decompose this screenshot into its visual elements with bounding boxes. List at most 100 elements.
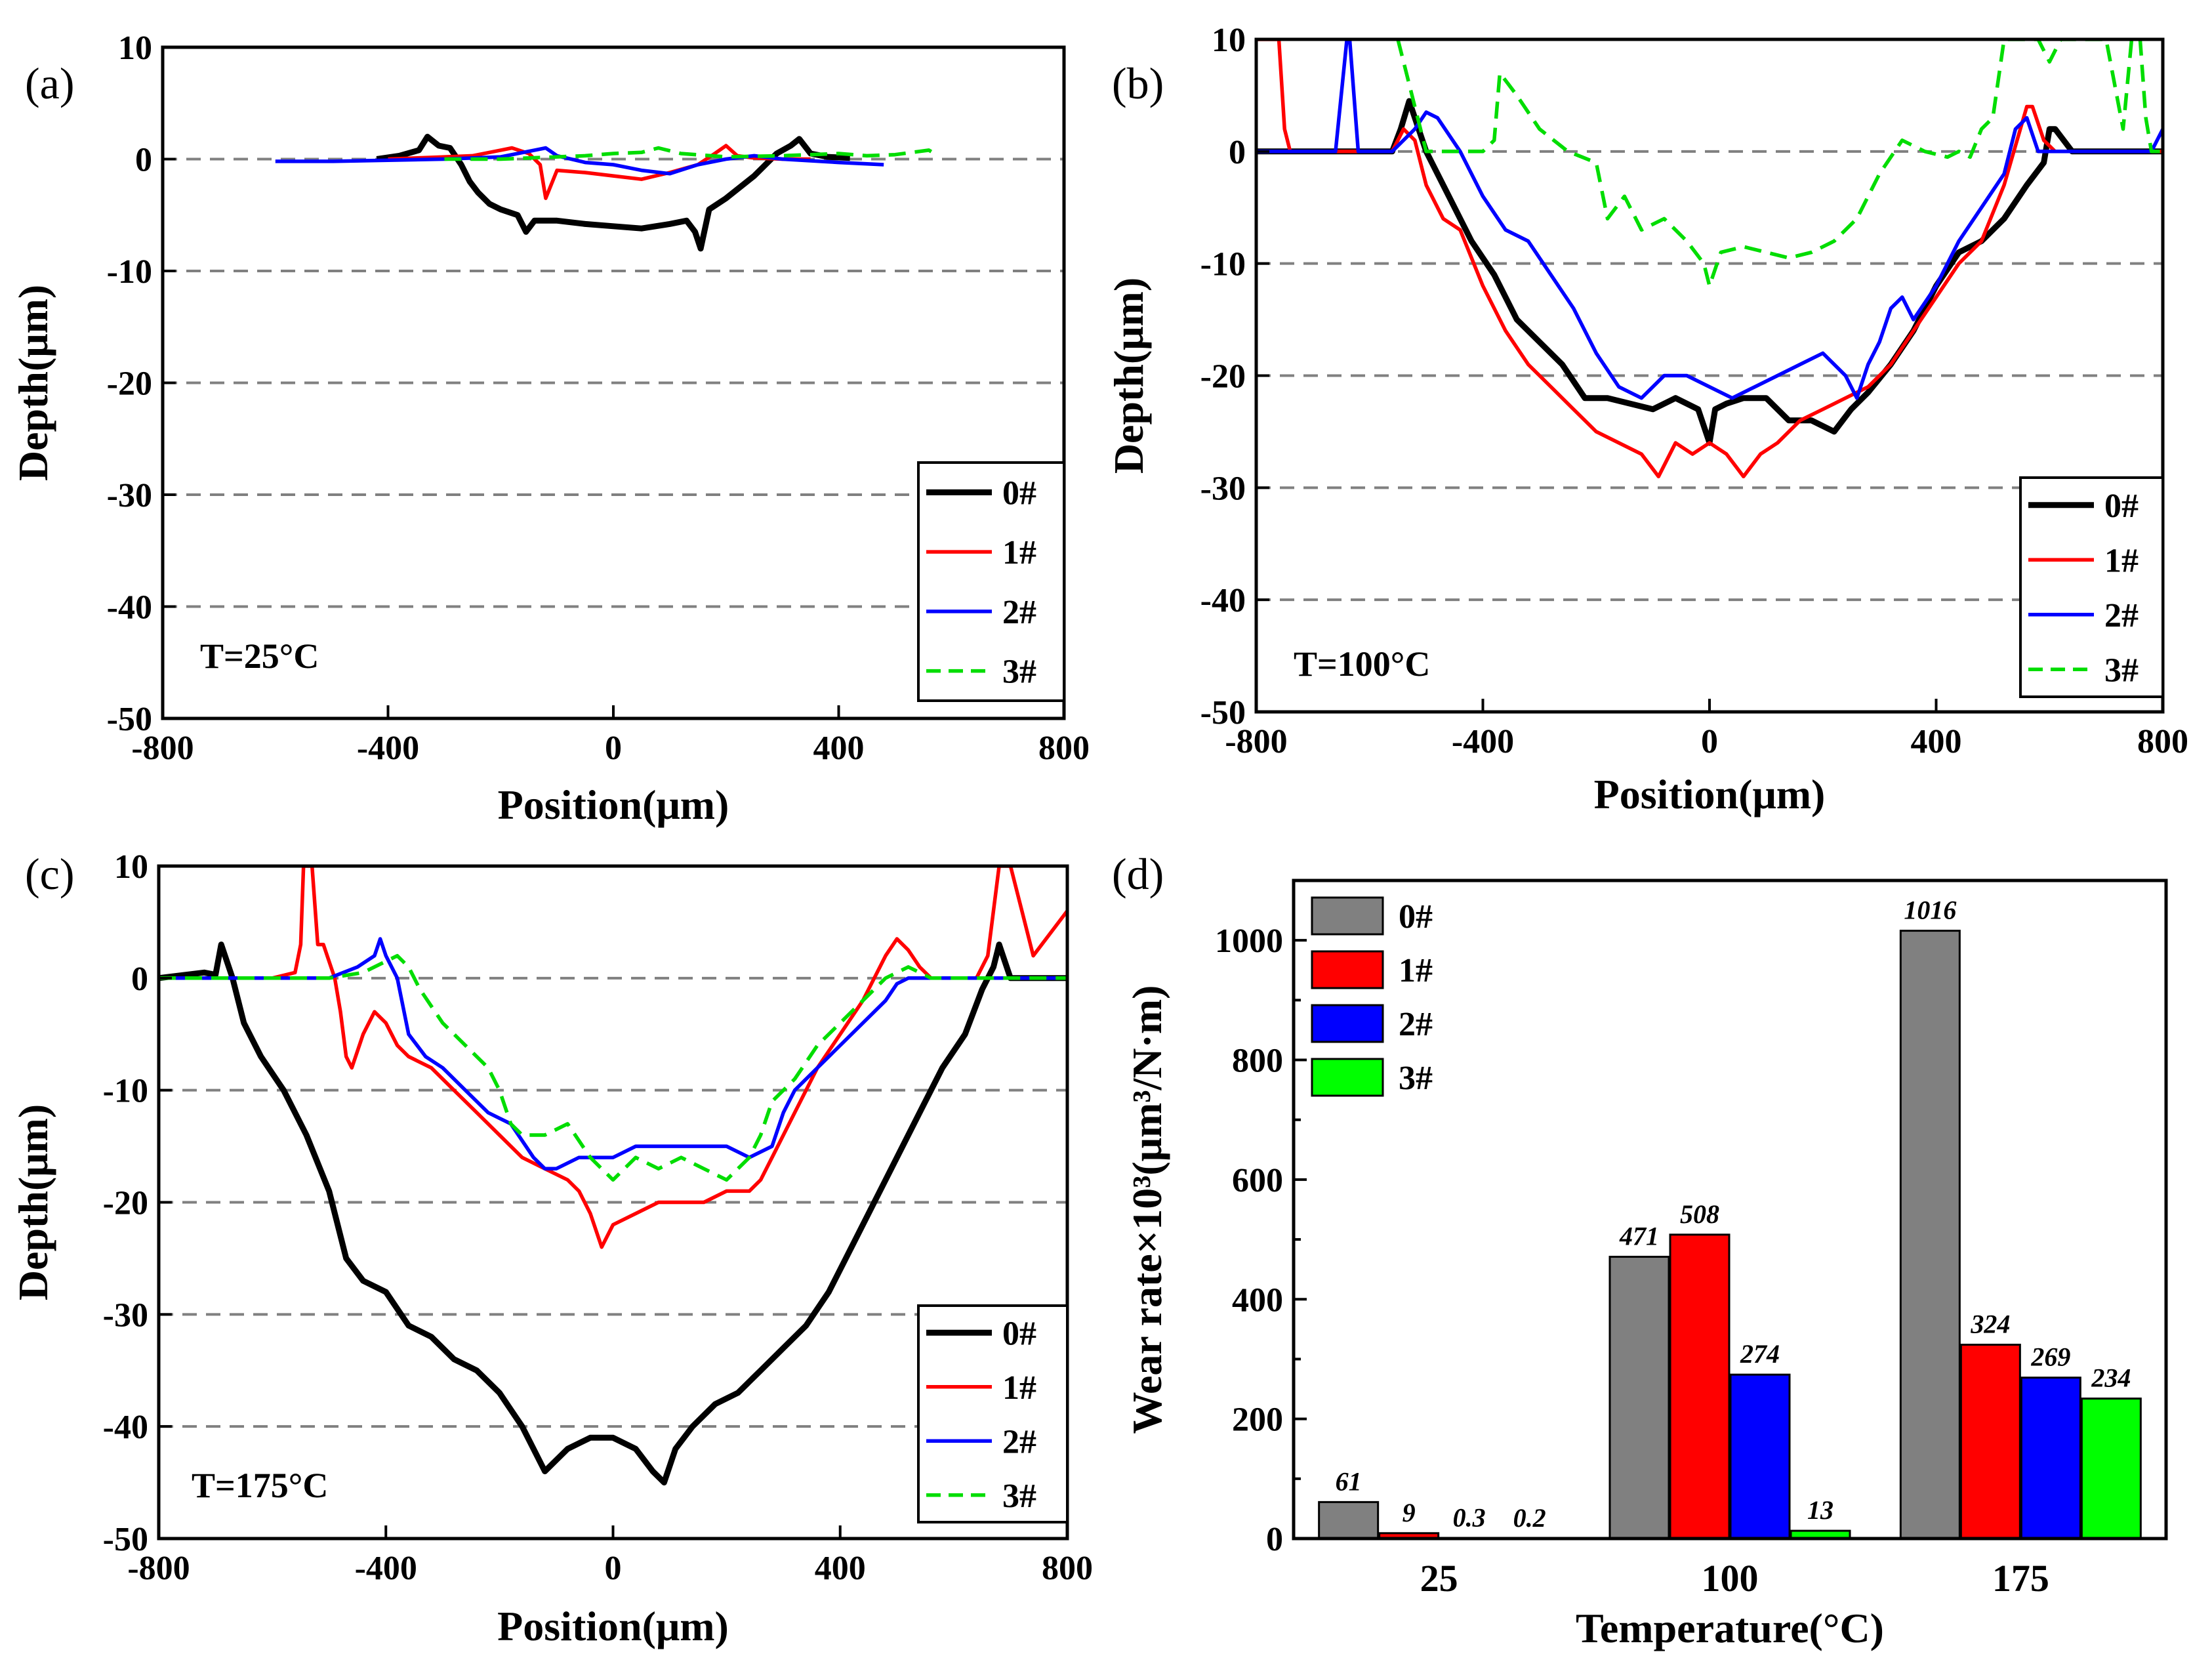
x-tick-label: 25 xyxy=(1420,1557,1458,1600)
x-axis-label: Temperature(°C) xyxy=(1576,1605,1884,1651)
bar-1-175 xyxy=(1959,1344,2021,1540)
x-tick-label: 0 xyxy=(605,730,622,767)
y-tick-label: 0 xyxy=(1229,134,1246,171)
legend-label: 2# xyxy=(1399,1006,1433,1043)
x-tick-label: 100 xyxy=(1702,1557,1759,1600)
legend: 0# 1# 2# 3# xyxy=(917,461,1065,702)
legend-label: 1# xyxy=(1399,952,1433,989)
y-tick-label: 10 xyxy=(118,30,152,67)
x-tick-label: -400 xyxy=(1452,723,1514,760)
bar-0-175 xyxy=(1899,930,1961,1540)
legend-swatch-3 xyxy=(1311,1058,1384,1097)
bar-value-label: 269 xyxy=(2030,1342,2070,1372)
y-tick-label: -10 xyxy=(107,253,152,291)
bar-3-175 xyxy=(2080,1397,2142,1540)
bar-value-label: 234 xyxy=(2091,1363,2131,1393)
panel-label: (b) xyxy=(1112,58,1164,108)
y-tick-label: -10 xyxy=(103,1073,148,1110)
bar-1-100 xyxy=(1669,1233,1731,1540)
bar-0-25 xyxy=(1318,1501,1380,1540)
legend-swatch-0 xyxy=(1311,896,1384,936)
bar-2-175 xyxy=(2020,1377,2081,1540)
y-tick-label: 0 xyxy=(131,961,148,998)
panel-label: (c) xyxy=(25,849,74,899)
bar-value-label: 1016 xyxy=(1904,896,1956,925)
series-line-3 xyxy=(1396,39,2163,288)
x-tick-label: -800 xyxy=(127,1550,190,1587)
plot-area xyxy=(275,133,935,252)
y-tick-label: 200 xyxy=(1232,1401,1283,1439)
y-tick-label: -20 xyxy=(1200,358,1246,396)
series-line-2 xyxy=(159,937,1067,1171)
temperature-label: T=175°C xyxy=(192,1466,328,1505)
y-axis-label: Depth(μm) xyxy=(10,285,56,481)
series-line-0 xyxy=(376,133,850,252)
legend-swatch-1 xyxy=(1311,950,1384,989)
series-line-3 xyxy=(444,146,935,161)
x-tick-label: 0 xyxy=(605,1550,622,1587)
legend-label: 2# xyxy=(2104,597,2139,634)
legend-label: 1# xyxy=(1002,1369,1036,1407)
y-tick-label: -40 xyxy=(103,1409,148,1446)
y-tick-label: 600 xyxy=(1232,1162,1283,1199)
x-tick-label: -800 xyxy=(1225,723,1287,760)
series-line-1 xyxy=(388,144,811,200)
y-tick-label: -30 xyxy=(103,1296,148,1334)
legend-label: 1# xyxy=(1002,534,1036,571)
legend-box xyxy=(2019,476,2164,698)
panel-label: (a) xyxy=(25,58,74,108)
bar-value-label: 0.2 xyxy=(1513,1503,1546,1533)
line-panel-1: (b) -800 -400 0 400 800 10 0 -10 -20 -30 -40 -50 Dept… xyxy=(1105,22,2188,818)
y-tick-label: -30 xyxy=(1200,470,1246,507)
x-tick-label: 0 xyxy=(1701,723,1718,760)
line-panel-2: (c) -800 -400 0 400 800 10 0 -10 -20 -30 -40 -50 Dept… xyxy=(10,848,1093,1649)
legend: 0# 1# 2# 3# xyxy=(1311,896,1433,1097)
bar-value-label: 274 xyxy=(1740,1339,1780,1369)
legend: 0# 1# 2# 3# xyxy=(917,1304,1069,1523)
x-tick-label: -400 xyxy=(355,1550,417,1587)
legend-label: 0# xyxy=(1002,1315,1036,1352)
legend-swatch-2 xyxy=(1311,1004,1384,1043)
y-axis-label: Depth(μm) xyxy=(1105,278,1152,474)
x-tick-label: 800 xyxy=(2137,723,2188,760)
x-axis-label: Position(μm) xyxy=(498,781,729,828)
legend-label: 1# xyxy=(2104,542,2139,579)
temperature-label: T=25°C xyxy=(200,636,319,676)
y-axis-label: Wear rate×10³(μm³/N·m) xyxy=(1124,985,1170,1434)
y-tick-label: 0 xyxy=(135,142,152,179)
series-line-3 xyxy=(159,953,1067,1182)
plot-area xyxy=(159,866,1067,1486)
y-tick-label: -20 xyxy=(107,365,152,403)
y-tick-label: -50 xyxy=(103,1521,148,1558)
x-axis-label: Position(μm) xyxy=(1594,771,1826,818)
legend-label: 0# xyxy=(1399,898,1433,936)
series-line-1 xyxy=(159,866,1067,1249)
x-tick-label: 400 xyxy=(815,1550,866,1587)
series-line-0 xyxy=(159,942,1067,1486)
y-tick-label: -30 xyxy=(107,477,152,514)
plot-area xyxy=(1256,39,2163,479)
bar-value-label: 508 xyxy=(1680,1199,1719,1229)
x-tick-label: 400 xyxy=(1911,723,1962,760)
x-tick-label: -400 xyxy=(357,730,419,767)
y-tick-label: -50 xyxy=(1200,694,1246,732)
temperature-label: T=100°C xyxy=(1294,644,1430,684)
bar-value-label: 13 xyxy=(1807,1495,1833,1525)
legend-label: 0# xyxy=(2104,487,2139,525)
y-tick-label: 10 xyxy=(1212,22,1246,59)
y-tick-label: 400 xyxy=(1232,1281,1283,1319)
x-axis-label: Position(μm) xyxy=(497,1603,729,1649)
y-tick-label: -40 xyxy=(107,589,152,627)
y-tick-label: -50 xyxy=(107,701,152,738)
y-tick-label: -20 xyxy=(103,1185,148,1222)
bar-0-100 xyxy=(1608,1256,1670,1540)
line-panel-0: (a) -800 -400 0 400 800 10 0 -10 -20 -30 -40 -50 Dept… xyxy=(10,30,1090,828)
legend-label: 0# xyxy=(1002,474,1036,512)
legend-label: 3# xyxy=(1002,1478,1036,1515)
y-tick-label: 0 xyxy=(1266,1521,1283,1558)
y-tick-label: 1000 xyxy=(1215,922,1283,960)
bar-panel: (d) 61 9 0.3 0.2 25 471 508 274 13 100 1016 324 269 23… xyxy=(1112,849,2168,1651)
legend-label: 3# xyxy=(1399,1060,1433,1097)
bar-value-label: 0.3 xyxy=(1453,1503,1486,1533)
